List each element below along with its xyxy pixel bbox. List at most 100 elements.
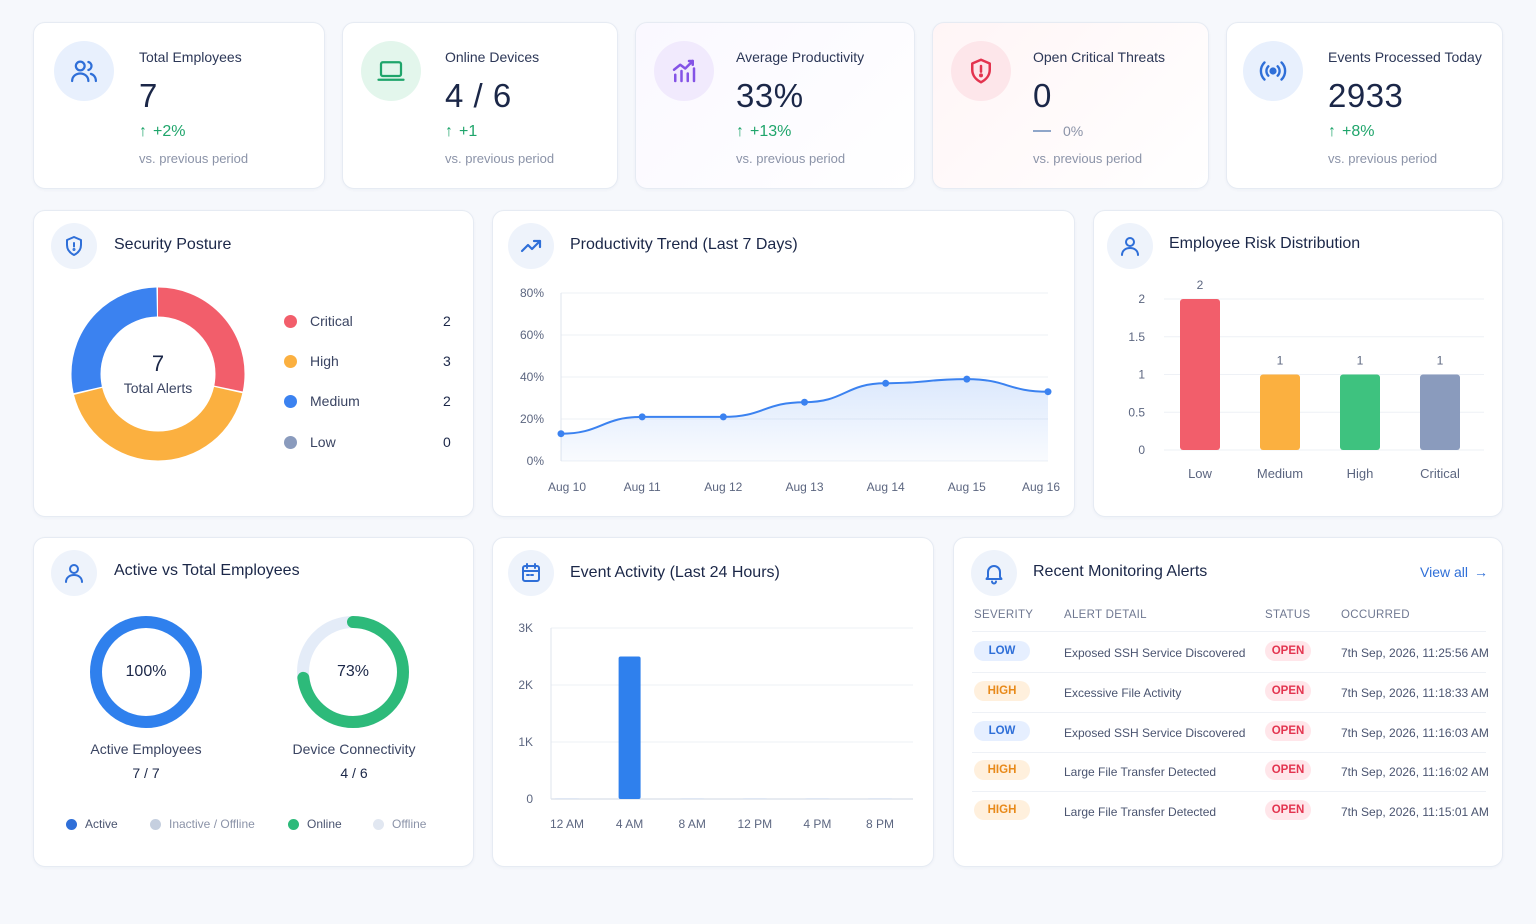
donut-total-label: Total Alerts (123, 380, 193, 396)
security-donut-chart (71, 287, 245, 461)
y-tick-label: 20% (520, 412, 544, 426)
stat-delta: 0% (1033, 123, 1083, 139)
event-bar (555, 798, 579, 799)
legend-dot (288, 818, 299, 830)
x-tick-label: Aug 13 (785, 480, 823, 494)
donut-total: 7 (151, 351, 165, 376)
x-tick-label: Medium (1257, 466, 1303, 481)
legend-inactive: Inactive / Offline (150, 817, 255, 831)
trend-point (638, 413, 646, 421)
legend-critical: Critical (284, 313, 353, 329)
laptop-icon (361, 41, 421, 101)
y-tick-label: 0 (526, 792, 533, 806)
users-icon (54, 41, 114, 101)
arrow-up-icon: ↑ (139, 123, 147, 140)
shield-alert-icon (951, 41, 1011, 101)
user-icon (1107, 223, 1153, 269)
arrow-right-icon: → (1474, 564, 1488, 580)
legend-dot (373, 818, 384, 830)
trend-point (882, 379, 890, 387)
y-tick-label: 0.5 (1128, 405, 1145, 419)
column-header-severity: SEVERITY (974, 609, 1034, 621)
stat-sub: vs. previous period (445, 151, 555, 166)
event-bar (868, 798, 892, 799)
legend-offline: Offline (373, 817, 426, 831)
trend-up-icon (508, 223, 554, 269)
stat-sub: vs. previous period (139, 151, 249, 166)
legend-count: 2 (443, 393, 451, 409)
alert-time: 7th Sep, 2026, 11:16:02 AM (1341, 765, 1489, 779)
bar-data-label: 1 (1277, 354, 1284, 368)
ring-label: Device Connectivity (292, 741, 416, 757)
delta-value: 0% (1063, 123, 1084, 139)
legend-label: Critical (310, 313, 353, 329)
legend-label: Inactive / Offline (169, 817, 255, 831)
arrow-up-icon: ↑ (445, 123, 453, 140)
stat-value: 33% (736, 77, 804, 114)
card-title: Security Posture (114, 236, 232, 253)
card-title: Event Activity (Last 24 Hours) (570, 564, 780, 581)
stat-sub: vs. previous period (1328, 151, 1438, 166)
arrow-up-icon: ↑ (736, 123, 744, 140)
x-tick-label: Aug 14 (867, 480, 905, 494)
alert-time: 7th Sep, 2026, 11:25:56 AM (1341, 646, 1489, 660)
card-title: Productivity Trend (Last 7 Days) (570, 236, 798, 253)
alert-time: 7th Sep, 2026, 11:18:33 AM (1341, 686, 1489, 700)
status-badge: OPEN (1265, 721, 1311, 741)
donut-segment-high (71, 287, 245, 461)
row-divider (972, 712, 1486, 713)
stat-sub: vs. previous period (736, 151, 846, 166)
header-divider (972, 631, 1486, 632)
view-all-label: View all (1420, 564, 1468, 580)
column-header-status: STATUS (1265, 609, 1311, 621)
productivity-line-chart: 0% 20% 40% 60% 80% Aug 10 Aug 11 Aug 12 Aug 13 A… (520, 286, 1060, 494)
y-tick-label: 80% (520, 286, 544, 300)
event-bar (680, 798, 705, 799)
y-tick-label: 60% (520, 328, 544, 342)
y-tick-label: 1 (1138, 368, 1145, 382)
legend-dot (66, 818, 77, 830)
arrow-up-icon: ↑ (1328, 123, 1336, 140)
y-tick-label: 2K (518, 678, 533, 692)
card-title: Active vs Total Employees (114, 562, 300, 579)
stat-value: 2933 (1328, 77, 1404, 114)
x-tick-label: 12 AM (550, 817, 584, 831)
stat-card-online-devices: Online Devices 4 / 6 ↑ +1 vs. previous pe… (342, 22, 618, 189)
stat-delta: ↑ +13% (736, 123, 791, 141)
status-badge: OPEN (1265, 681, 1311, 701)
view-all-link[interactable]: View all → (1420, 564, 1488, 580)
stat-delta: ↑ +1 (445, 123, 477, 141)
stat-label: Online Devices (445, 49, 540, 65)
column-header-detail: ALERT DETAIL (1064, 609, 1147, 621)
alert-time: 7th Sep, 2026, 11:16:03 AM (1341, 726, 1489, 740)
delta-value: +1 (459, 123, 478, 140)
stat-value: 0 (1033, 77, 1052, 114)
legend-active: Active (66, 817, 118, 831)
stat-card-open-critical-threats: Open Critical Threats 0 0% vs. previous … (932, 22, 1209, 189)
y-tick-label: 0 (1138, 443, 1145, 457)
ring-progress (297, 616, 409, 728)
alert-detail: Large File Transfer Detected (1064, 765, 1217, 779)
x-tick-label: Low (1188, 466, 1212, 481)
donut-segment-medium (71, 287, 245, 461)
y-tick-label: 3K (518, 621, 533, 635)
y-tick-label: 1K (518, 735, 533, 749)
stat-delta: ↑ +8% (1328, 123, 1374, 141)
stat-delta: ↑ +2% (139, 123, 185, 141)
legend-medium: Medium (284, 393, 360, 409)
legend-low: Low (284, 434, 336, 450)
severity-badge: HIGH (974, 800, 1030, 820)
productivity-trend-card: Productivity Trend (Last 7 Days) 0% 20% 40… (492, 210, 1075, 517)
ring-value: 4 / 6 (340, 765, 368, 781)
stat-label: Average Productivity (736, 49, 865, 65)
delta-value: +8% (1342, 123, 1375, 140)
bar-data-label: 1 (1357, 354, 1364, 368)
status-badge: OPEN (1265, 641, 1311, 661)
shield-icon (51, 223, 97, 269)
legend-dot (150, 818, 161, 830)
severity-badge: LOW (974, 721, 1030, 741)
severity-badge: HIGH (974, 760, 1030, 780)
legend-label: Online (307, 817, 342, 831)
risk-bar-chart: 0 0.5 1 1.5 2 2 Low 1 Medium 1 High 1 Critical (1128, 278, 1484, 481)
legend-label: High (310, 353, 339, 369)
